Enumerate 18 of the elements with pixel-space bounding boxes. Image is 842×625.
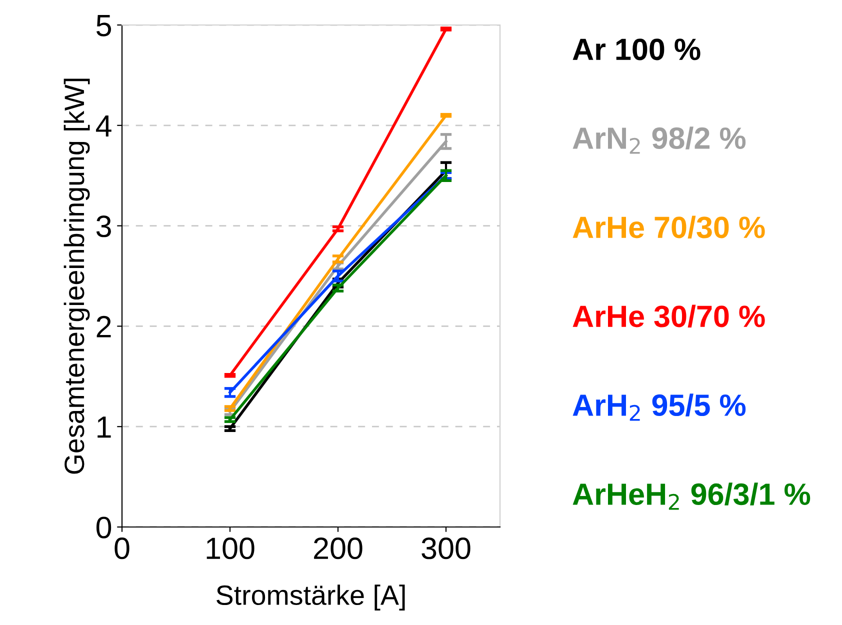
y-tick-label: 0	[96, 516, 112, 538]
y-tick-label: 3	[96, 216, 111, 238]
text: Ar 100 %	[572, 38, 700, 60]
y-tick-label: 2	[96, 316, 111, 338]
text: ArH$_{2}$ 95/5 %	[572, 394, 746, 421]
text: ArHeH$_{2}$ 96/3/1 %	[572, 482, 810, 510]
text: ArHe 70/30 %	[572, 216, 765, 239]
x-tick-label: 200	[314, 538, 362, 560]
y-tick-label: 5	[96, 15, 111, 36]
text: ArHe 30/70 %	[572, 304, 765, 328]
y-tick-label: 4	[96, 115, 112, 136]
x-tick-label: 0	[114, 538, 130, 560]
text: ArN$_{2}$ 98/2 %	[572, 126, 746, 154]
x-axis-title: Stromstärke [A]	[216, 584, 405, 611]
x-tick-label: 100	[206, 538, 254, 560]
x-tick-label: 300	[422, 538, 470, 560]
y-tick-label: 1	[98, 416, 111, 438]
y-axis-title: Gesamtenergieeinbringung [kW]	[64, 78, 90, 474]
